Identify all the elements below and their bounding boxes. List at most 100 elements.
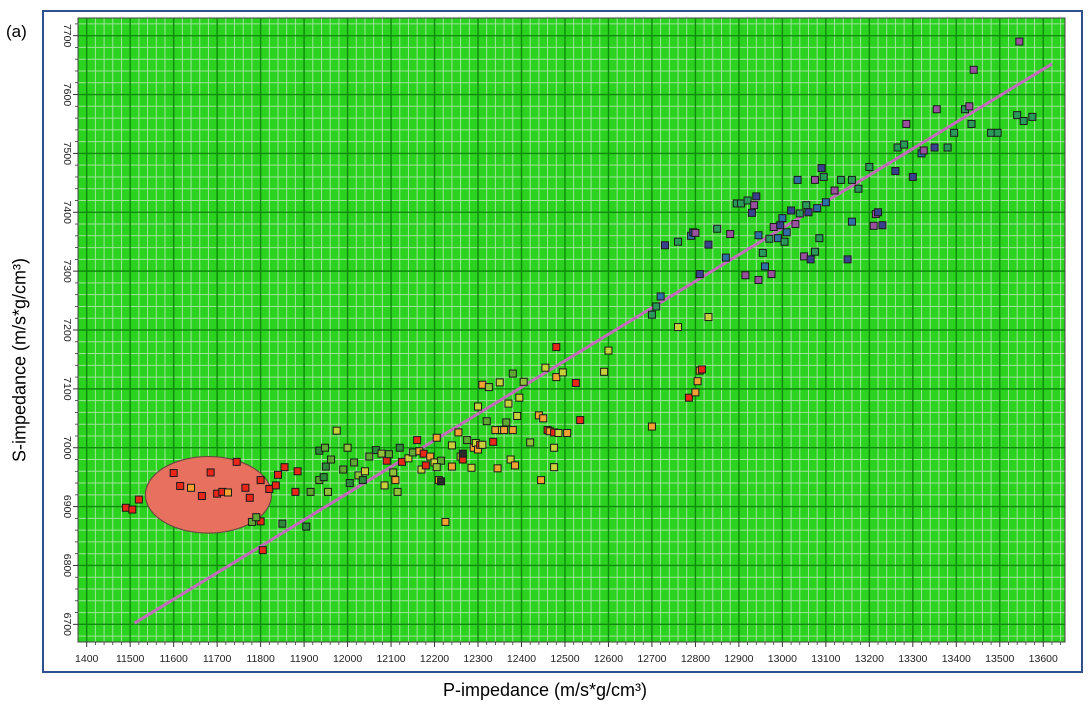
data-point (256, 476, 265, 485)
data-point (293, 467, 302, 476)
data-point (693, 377, 702, 386)
data-point (778, 214, 787, 223)
data-point (176, 482, 185, 490)
data-point (774, 234, 783, 243)
data-point (128, 505, 137, 514)
data-point (197, 492, 206, 501)
data-point (765, 234, 774, 243)
x-tick-label: 12300 (463, 653, 492, 665)
data-point (874, 208, 883, 217)
data-point (726, 230, 735, 239)
data-point (358, 476, 367, 485)
data-point (837, 175, 846, 184)
data-point (550, 463, 559, 472)
data-point (847, 175, 856, 184)
data-point (345, 479, 354, 488)
x-tick-label: 11800 (246, 653, 275, 665)
data-point (554, 429, 563, 438)
data-point (697, 365, 706, 374)
data-point (1015, 37, 1024, 46)
data-point (458, 449, 467, 458)
data-point (397, 457, 406, 466)
data-point (930, 143, 939, 152)
data-point (478, 380, 487, 389)
x-tick-label: 13400 (942, 653, 971, 665)
data-point (704, 240, 713, 249)
data-point (232, 457, 241, 466)
data-point (900, 140, 909, 149)
x-tick-label: 12500 (550, 653, 579, 665)
data-point (752, 192, 761, 201)
data-point (815, 234, 824, 243)
data-point (417, 465, 426, 474)
data-point (500, 426, 509, 435)
data-point (413, 436, 422, 445)
data-point (865, 162, 874, 171)
data-point (404, 454, 413, 463)
chart-frame (42, 10, 1083, 673)
data-point (421, 461, 430, 470)
data-point (258, 546, 267, 555)
data-point (321, 462, 330, 471)
data-point (854, 184, 863, 193)
x-tick-label: 11700 (203, 653, 232, 665)
x-tick-label: 11500 (116, 653, 145, 665)
data-point (776, 221, 785, 230)
data-point (754, 231, 763, 240)
data-point (695, 270, 704, 279)
data-point (343, 443, 352, 452)
data-point (993, 128, 1002, 137)
data-point (604, 346, 613, 355)
data-point (274, 470, 283, 479)
x-tick-label: 13200 (855, 653, 884, 665)
y-tick-label: 7000 (61, 436, 73, 460)
data-point (713, 224, 722, 233)
data-point (495, 378, 504, 387)
x-axis-label: P-impedance (m/s*g/cm³) (442, 680, 648, 700)
data-point (437, 477, 446, 486)
data-point (302, 522, 311, 531)
x-axis-ticks: 1400 11500 11600 11700 11800 11900 12000 12100 1… (75, 642, 1062, 665)
data-point (950, 128, 959, 137)
data-point (787, 206, 796, 215)
data-point (393, 487, 402, 496)
x-tick-label: 12800 (681, 653, 710, 665)
y-tick-label: 6700 (61, 613, 73, 637)
x-tick-label: 12400 (507, 653, 536, 665)
data-point (791, 220, 800, 229)
data-point (489, 437, 498, 446)
data-point (795, 209, 804, 218)
data-point (278, 519, 287, 528)
data-point (902, 119, 911, 128)
data-point (354, 471, 363, 480)
data-point (758, 248, 767, 257)
data-point (508, 426, 517, 435)
data-point (320, 443, 329, 452)
data-point (600, 367, 609, 376)
data-point (463, 436, 472, 445)
y-tick-label: 6900 (61, 495, 73, 519)
y-tick-label: 7500 (61, 142, 73, 166)
data-point (389, 468, 398, 477)
data-point (684, 393, 693, 402)
data-point (377, 449, 386, 458)
x-tick-label: 12000 (333, 653, 362, 665)
data-point (967, 119, 976, 128)
data-point (780, 237, 789, 246)
data-point (943, 143, 952, 152)
x-tick-label: 13300 (898, 653, 927, 665)
data-point (432, 433, 441, 442)
x-tick-label: 12900 (724, 653, 753, 665)
data-point (280, 463, 289, 472)
data-point (908, 172, 917, 181)
data-point (919, 146, 928, 155)
data-point (365, 452, 374, 461)
data-point (350, 458, 359, 467)
data-point (674, 237, 683, 246)
y-tick-label: 7700 (61, 24, 73, 48)
data-point (819, 172, 828, 181)
y-axis-ticks: 6700 6800 6900 7000 7100 7200 7300 7400 7500 7600… (61, 23, 78, 637)
data-point (437, 456, 446, 465)
data-point (245, 493, 254, 502)
